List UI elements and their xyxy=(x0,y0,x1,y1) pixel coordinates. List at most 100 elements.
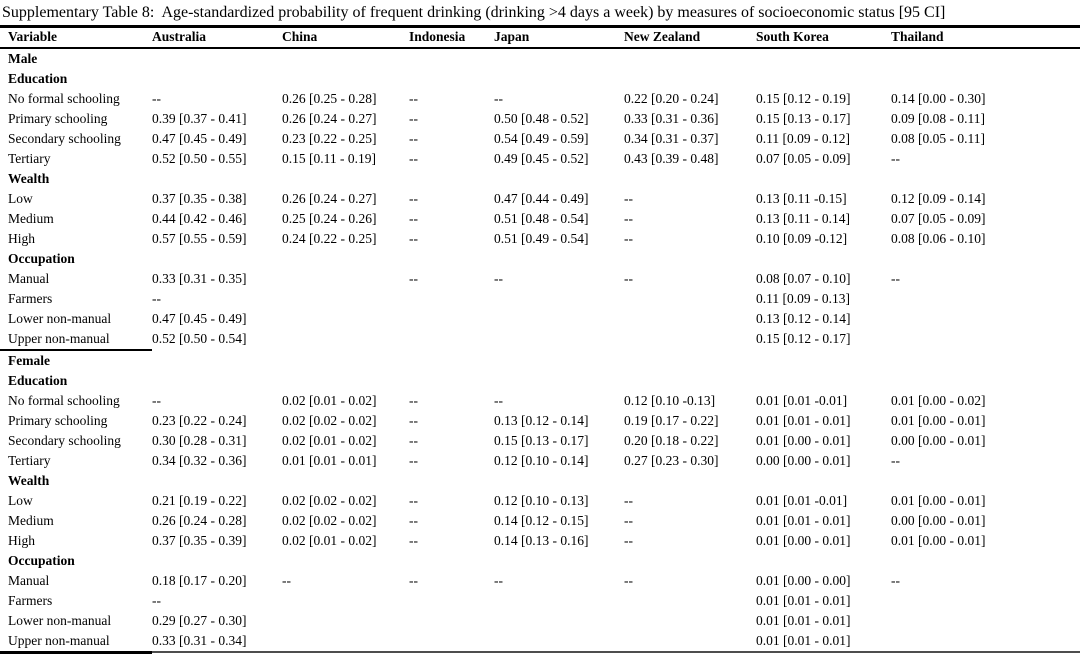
value-cell-australia: 0.52 [0.50 - 0.55] xyxy=(152,150,247,166)
value-cell-thailand: -- xyxy=(891,150,900,166)
value-cell-new-zealand xyxy=(624,350,756,371)
value-cell-australia: 0.26 [0.24 - 0.28] xyxy=(152,512,247,528)
row-label: Medium xyxy=(8,210,54,226)
value-cell-indonesia: -- xyxy=(409,492,418,508)
value-cell-indonesia: -- xyxy=(409,90,418,106)
value-cell-thailand: -- xyxy=(891,270,900,286)
value-cell-indonesia: -- xyxy=(409,432,418,448)
value-cell-new-zealand xyxy=(624,309,756,329)
row-label: No formal schooling xyxy=(8,392,120,408)
value-cell-china xyxy=(282,630,409,653)
value-cell-thailand xyxy=(891,48,1080,69)
row-label: Secondary schooling xyxy=(8,432,121,448)
value-cell-south-korea: 0.01 [0.01 - 0.01] xyxy=(756,512,851,528)
value-cell-south-korea: 0.15 [0.12 - 0.19] xyxy=(756,90,851,106)
value-cell-japan xyxy=(494,249,624,269)
value-cell-china xyxy=(282,591,409,611)
row-label: Primary schooling xyxy=(8,110,108,126)
value-cell-new-zealand xyxy=(624,371,756,391)
value-cell-south-korea xyxy=(756,551,891,571)
table-row-lower-non-manual: Lower non-manual 0.47 [0.45 - 0.49] 0.13 [… xyxy=(0,309,1080,329)
value-cell-thailand: -- xyxy=(891,572,900,588)
value-cell-thailand: 0.07 [0.05 - 0.09] xyxy=(891,210,986,226)
table-row-farmers: Farmers -- 0.11 [0.09 - 0.13] xyxy=(0,289,1080,309)
subsection-row-education: Education xyxy=(0,371,1080,391)
value-cell-new-zealand: -- xyxy=(624,210,633,226)
value-cell-south-korea: 0.01 [0.01 - 0.01] xyxy=(756,412,851,428)
row-label: Low xyxy=(8,190,33,206)
table-row-lower-non-manual: Lower non-manual 0.29 [0.27 - 0.30] 0.01 [… xyxy=(0,611,1080,631)
value-cell-indonesia xyxy=(409,169,494,189)
value-cell-new-zealand xyxy=(624,169,756,189)
value-cell-new-zealand xyxy=(624,289,756,309)
value-cell-australia xyxy=(152,350,282,371)
value-cell-australia: 0.47 [0.45 - 0.49] xyxy=(152,310,247,326)
column-header-south-korea: South Korea xyxy=(756,24,891,49)
row-label: Upper non-manual xyxy=(0,630,152,654)
value-cell-australia: 0.21 [0.19 - 0.22] xyxy=(152,492,247,508)
value-cell-south-korea: 0.01 [0.01 - 0.01] xyxy=(756,630,891,653)
table-row-upper-non-manual: Upper non-manual 0.52 [0.50 - 0.54] 0.15 [… xyxy=(0,329,1080,350)
value-cell-indonesia xyxy=(409,471,494,491)
row-label: Lower non-manual xyxy=(8,310,112,326)
value-cell-indonesia xyxy=(409,48,494,69)
table-row-upper-non-manual: Upper non-manual 0.33 [0.31 - 0.34] 0.01 [… xyxy=(0,630,1080,654)
subsection-row-occupation: Occupation xyxy=(0,551,1080,571)
value-cell-south-korea xyxy=(756,471,891,491)
value-cell-china xyxy=(282,611,409,631)
value-cell-thailand xyxy=(891,371,1080,391)
value-cell-china xyxy=(282,309,409,329)
value-cell-south-korea: 0.13 [0.12 - 0.14] xyxy=(756,310,851,326)
value-cell-japan xyxy=(494,630,624,653)
value-cell-japan xyxy=(494,471,624,491)
value-cell-thailand xyxy=(891,69,1080,89)
table-title: Supplementary Table 8: Age-standardized … xyxy=(2,4,946,21)
value-cell-indonesia xyxy=(409,289,494,309)
value-cell-indonesia: -- xyxy=(409,150,418,166)
row-label: Upper non-manual xyxy=(8,330,110,346)
row-label: Secondary schooling xyxy=(8,130,121,146)
row-label: Wealth xyxy=(8,170,50,186)
row-label: Lower non-manual xyxy=(8,612,112,628)
value-cell-china: 0.26 [0.25 - 0.28] xyxy=(282,90,377,106)
row-label: Medium xyxy=(8,512,54,528)
row-label: Education xyxy=(8,70,68,86)
table-row-tertiary: Tertiary 0.52 [0.50 - 0.55] 0.15 [0.11 - 0… xyxy=(0,149,1080,169)
table-body: Male Education No formal schooling -- 0.26 [… xyxy=(0,48,1080,654)
row-label: Manual xyxy=(8,270,50,286)
value-cell-new-zealand xyxy=(624,591,756,611)
table-row-manual: Manual 0.18 [0.17 - 0.20] -- -- -- -- 0.01 [0.… xyxy=(0,571,1080,591)
section-row-male: Male xyxy=(0,48,1080,69)
value-cell-thailand: 0.00 [0.00 - 0.01] xyxy=(891,432,986,448)
value-cell-china: 0.15 [0.11 - 0.19] xyxy=(282,150,376,166)
row-label: Education xyxy=(8,372,68,388)
value-cell-indonesia xyxy=(409,611,494,631)
value-cell-thailand xyxy=(891,471,1080,491)
value-cell-china: -- xyxy=(282,572,291,588)
value-cell-new-zealand: 0.43 [0.39 - 0.48] xyxy=(624,150,719,166)
value-cell-australia: 0.37 [0.35 - 0.38] xyxy=(152,190,247,206)
value-cell-indonesia: -- xyxy=(409,572,418,588)
table-row-medium: Medium 0.44 [0.42 - 0.46] 0.25 [0.24 - 0.2… xyxy=(0,209,1080,229)
column-header-thailand: Thailand xyxy=(891,24,1080,49)
value-cell-japan xyxy=(494,611,624,631)
value-cell-australia xyxy=(152,169,282,189)
value-cell-china: 0.02 [0.02 - 0.02] xyxy=(282,492,377,508)
value-cell-thailand: 0.01 [0.00 - 0.01] xyxy=(891,492,986,508)
row-label: No formal schooling xyxy=(8,90,120,106)
value-cell-japan xyxy=(494,551,624,571)
table-row-primary-schooling: Primary schooling 0.39 [0.37 - 0.41] 0.26 … xyxy=(0,109,1080,129)
value-cell-china: 0.02 [0.01 - 0.02] xyxy=(282,432,377,448)
value-cell-china xyxy=(282,551,409,571)
value-cell-china xyxy=(282,269,409,289)
value-cell-indonesia: -- xyxy=(409,230,418,246)
value-cell-south-korea xyxy=(756,249,891,269)
value-cell-south-korea: 0.08 [0.07 - 0.10] xyxy=(756,270,851,286)
value-cell-south-korea: 0.13 [0.11 - 0.14] xyxy=(756,210,850,226)
value-cell-indonesia: -- xyxy=(409,270,418,286)
value-cell-china: 0.02 [0.01 - 0.02] xyxy=(282,532,377,548)
subsection-row-wealth: Wealth xyxy=(0,169,1080,189)
value-cell-indonesia xyxy=(409,591,494,611)
value-cell-thailand: -- xyxy=(891,452,900,468)
value-cell-australia: -- xyxy=(152,392,161,408)
